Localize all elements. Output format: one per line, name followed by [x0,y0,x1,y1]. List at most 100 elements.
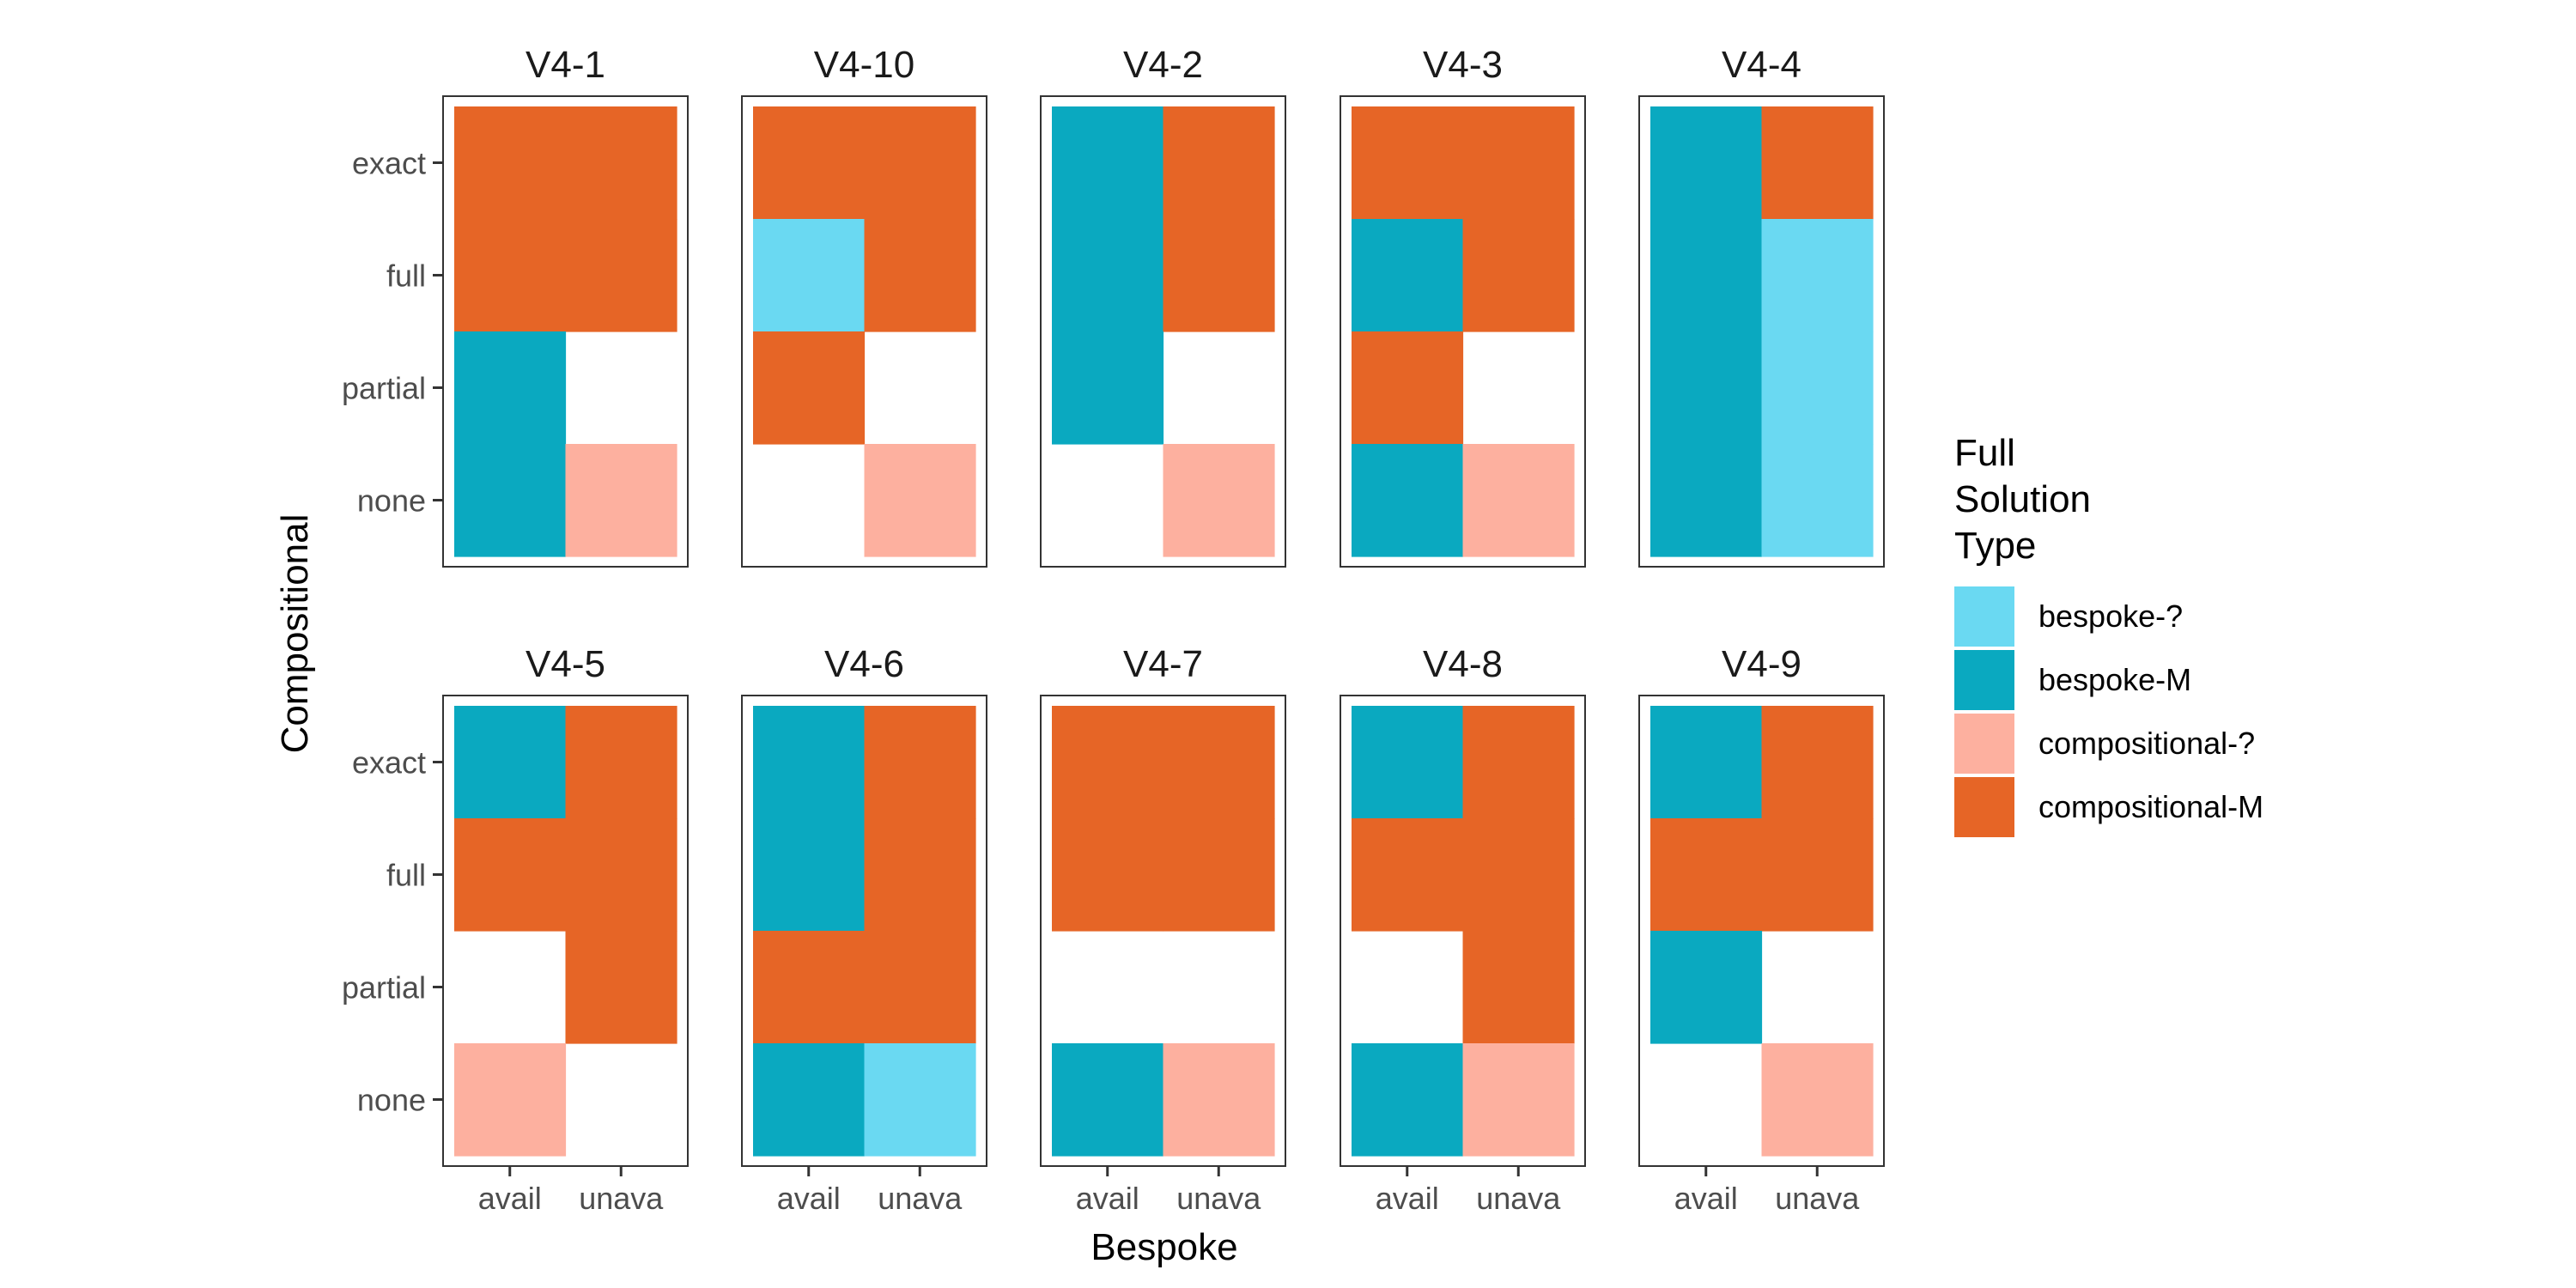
heatmap-tile [1761,444,1874,557]
heatmap-tile [454,219,567,332]
heatmap-tile [454,706,567,819]
heatmap-tile [1650,706,1763,819]
panel-title: V4-1 [526,44,605,86]
heatmap-tile [565,219,677,332]
heatmap-tile [1761,331,1874,445]
heatmap-tile [864,219,976,332]
y-tick-label: exact [352,146,426,181]
panel-border [741,695,987,1167]
panel-title: V4-3 [1423,44,1503,86]
heatmap-tile [1052,106,1164,220]
x-tick-label: avail [1076,1181,1139,1216]
panel-border [1340,695,1586,1167]
heatmap-tile [565,444,677,557]
x-tick-label: unava [579,1181,664,1216]
heatmap-tile [753,219,866,332]
panel-border [442,95,689,568]
panel-title: V4-9 [1722,643,1801,685]
panel-border [741,95,987,568]
x-tick-label: unava [1176,1181,1261,1216]
heatmap-tile [1650,106,1763,220]
x-axis-title: Bespoke [1091,1226,1237,1268]
panel-v4-6: V4-6 avail unava [741,643,987,1216]
legend-title-line: Solution [1954,478,2091,520]
heatmap-tile [1163,444,1275,557]
y-tick-label: none [357,1083,426,1118]
heatmap-tile [1650,931,1763,1044]
heatmap-tile [565,706,677,819]
heatmap-tile [1650,331,1763,445]
x-tick-label: avail [478,1181,542,1216]
heatmap-tile [1650,444,1763,557]
panel-title: V4-6 [824,643,904,685]
panel-border [1040,695,1286,1167]
panel-v4-2: V4-2 [1040,44,1286,568]
panel-border [1040,95,1286,568]
heatmap-tile [864,706,976,819]
heatmap-tile [454,818,567,932]
y-tick-label: partial [342,371,426,406]
x-tick-label: unava [878,1181,963,1216]
heatmap-tile [753,1043,866,1157]
panel-v4-8: V4-8 avail unava [1340,643,1586,1216]
heatmap-tile [454,106,567,220]
heatmap-tile [1052,706,1164,819]
heatmap-tile [1462,106,1575,220]
heatmap-tile [1163,219,1275,332]
y-tick-label: full [386,258,426,294]
heatmap-tile [1352,818,1464,932]
panel-v4-3: V4-3 [1340,44,1586,568]
heatmap-tile [565,818,677,932]
panel-border [442,695,689,1167]
heatmap-tile [1650,818,1763,932]
x-tick-label: unava [1476,1181,1561,1216]
heatmap-tile [753,331,866,445]
legend-label: bespoke-M [2038,662,2191,697]
panel-v4-1: V4-1 exact full partial none [342,44,689,568]
heatmap-tile [1052,219,1164,332]
legend-label: compositional-? [2038,726,2255,761]
panel-v4-4: V4-4 [1638,44,1885,568]
y-tick-label: none [357,483,426,519]
heatmap-tile [864,818,976,932]
x-tick-label: unava [1775,1181,1860,1216]
y-tick-label: exact [352,745,426,781]
heatmap-tile [1462,931,1575,1044]
panel-title: V4-7 [1123,643,1203,685]
x-tick-label: avail [1674,1181,1738,1216]
heatmap-tile [864,106,976,220]
heatmap-tile [1761,818,1874,932]
heatmap-tile [753,706,866,819]
heatmap-tile [1352,444,1464,557]
heatmap-tile [753,931,866,1044]
x-tick-label: avail [777,1181,841,1216]
panel-v4-5: V4-5 exact full partial none avail unava [342,643,689,1216]
panel-v4-7: V4-7 avail unava [1040,643,1286,1216]
legend-label: bespoke-? [2038,598,2183,634]
heatmap-tile [454,331,567,445]
heatmap-tile [1462,444,1575,557]
heatmap-tile [1052,331,1164,445]
heatmap-tile [454,444,567,557]
facet-panels: V4-1 exact full partial none V4-10 V4-2 V4-3 V4-… [342,44,1885,1216]
heatmap-tile [1052,818,1164,932]
panel-v4-10: V4-10 [741,44,987,568]
panel-title: V4-8 [1423,643,1503,685]
legend-swatch [1954,650,2014,710]
heatmap-tile [753,106,866,220]
heatmap-tile [1462,219,1575,332]
heatmap-tile [1163,818,1275,932]
heatmap-tile [1352,106,1464,220]
heatmap-tile [1352,219,1464,332]
panel-v4-9: V4-9 avail unava [1638,643,1885,1216]
heatmap-tile [753,818,866,932]
heatmap-tile [565,931,677,1044]
heatmap-tile [1462,1043,1575,1157]
heatmap-tile [1163,706,1275,819]
panel-border [1340,95,1586,568]
panel-title: V4-4 [1722,44,1801,86]
heatmap-tile [1650,219,1763,332]
